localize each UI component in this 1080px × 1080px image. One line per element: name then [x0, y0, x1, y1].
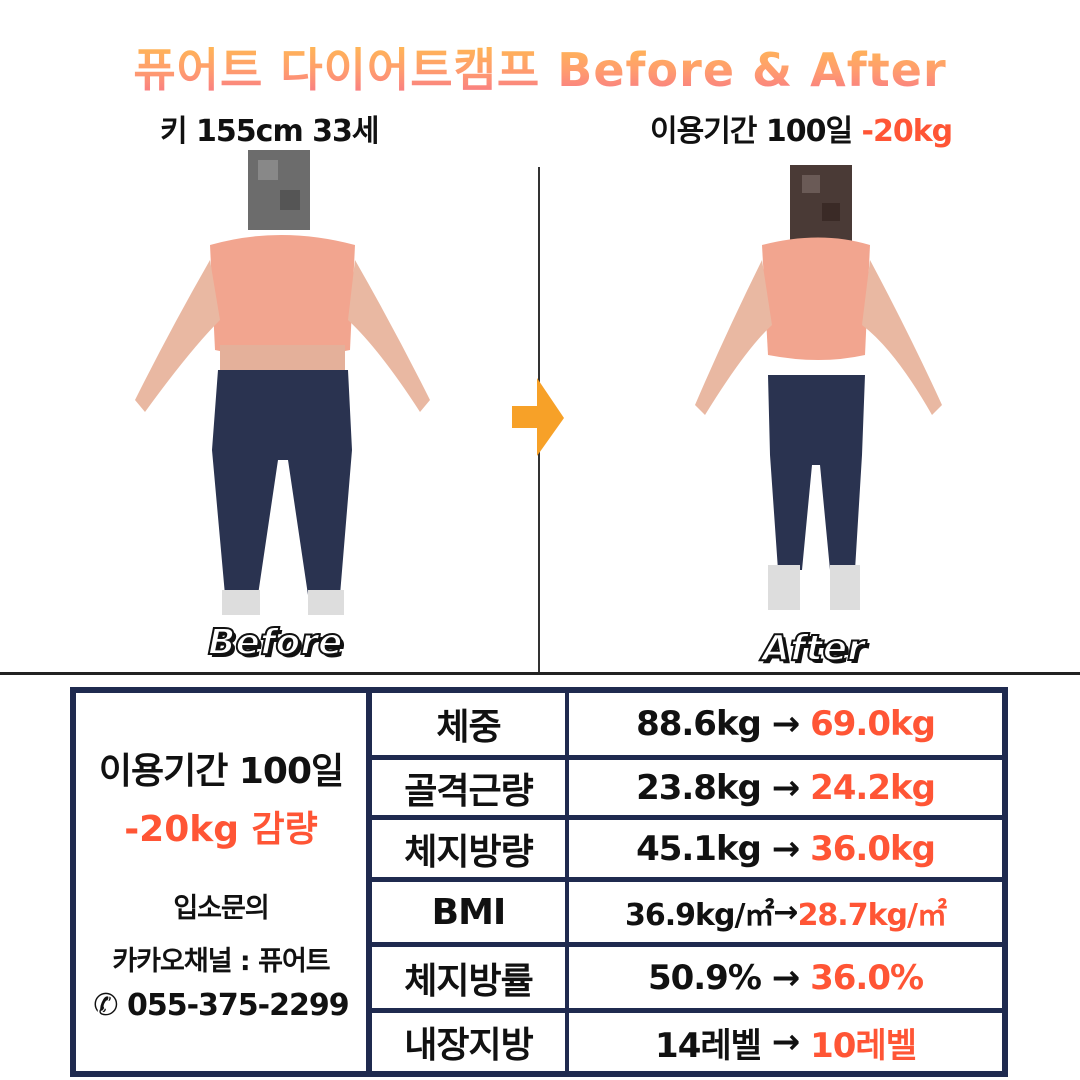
row-label: 체중 — [372, 693, 565, 755]
value-after: 10레벨 — [810, 1025, 917, 1066]
summary-phone-row: ✆ 055-375-2299 — [93, 987, 350, 1023]
row-value: 14레벨 → 10레벨 — [569, 1013, 1002, 1071]
before-photo — [130, 150, 440, 620]
row-label: 내장지방 — [372, 1013, 565, 1071]
row-value: 88.6kg → 69.0kg — [569, 693, 1002, 755]
before-info: 키 155cm 33세 — [160, 114, 380, 149]
row-value: 36.9kg/㎡ → 28.7kg/㎡ — [569, 882, 1002, 942]
value-before: 14레벨 — [655, 1025, 762, 1066]
row-label: 체지방량 — [372, 820, 565, 877]
value-before: 36.9kg/㎡ — [625, 898, 774, 933]
row-label: 골격근량 — [372, 760, 565, 815]
value-after: 24.2kg — [810, 767, 936, 808]
arrow-icon: → — [771, 828, 800, 869]
row-label: 체지방률 — [372, 947, 565, 1008]
arrow-icon: → — [773, 894, 798, 930]
summary-period: 이용기간 100일 — [98, 750, 344, 792]
after-info: 이용기간 100일 -20kg — [650, 106, 954, 150]
value-before: 45.1kg — [636, 828, 762, 869]
value-after: 69.0kg — [810, 704, 936, 744]
summary-kakao: 카카오채널 : 퓨어트 — [112, 945, 330, 977]
before-label: Before — [207, 621, 343, 664]
value-after: 28.7kg/㎡ — [797, 898, 947, 933]
arrow-icon: → — [771, 704, 800, 744]
after-loss: -20kg — [861, 114, 954, 149]
page-title: 퓨어트 다이어트캠프 Before & After — [0, 34, 1080, 100]
summary-panel: 이용기간 100일 -20kg 감량 입소문의 카카오채널 : 퓨어트 ✆ 05… — [76, 693, 366, 1071]
results-table: 이용기간 100일 -20kg 감량 입소문의 카카오채널 : 퓨어트 ✆ 05… — [70, 687, 1008, 1077]
value-before: 50.9% — [647, 957, 762, 998]
value-after: 36.0% — [810, 957, 924, 998]
row-value: 23.8kg → 24.2kg — [569, 760, 1002, 815]
after-photo — [690, 165, 950, 625]
summary-phone[interactable]: 055-375-2299 — [126, 987, 350, 1023]
after-label: After — [761, 627, 866, 670]
arrow-icon: → — [771, 957, 800, 998]
phone-icon: ✆ — [93, 987, 118, 1023]
value-before: 88.6kg — [636, 704, 762, 744]
after-period: 이용기간 100일 — [650, 114, 853, 149]
value-before: 23.8kg — [636, 767, 762, 808]
row-value: 45.1kg → 36.0kg — [569, 820, 1002, 877]
divider-horizontal — [0, 672, 1080, 675]
value-after: 36.0kg — [810, 828, 936, 869]
summary-loss: -20kg 감량 — [124, 808, 318, 850]
arrow-right-icon — [512, 378, 564, 456]
summary-inquiry: 입소문의 — [173, 892, 269, 924]
arrow-icon: → — [771, 1022, 800, 1062]
arrow-icon: → — [771, 767, 800, 808]
row-label: BMI — [372, 882, 565, 942]
row-value: 50.9% → 36.0% — [569, 947, 1002, 1008]
